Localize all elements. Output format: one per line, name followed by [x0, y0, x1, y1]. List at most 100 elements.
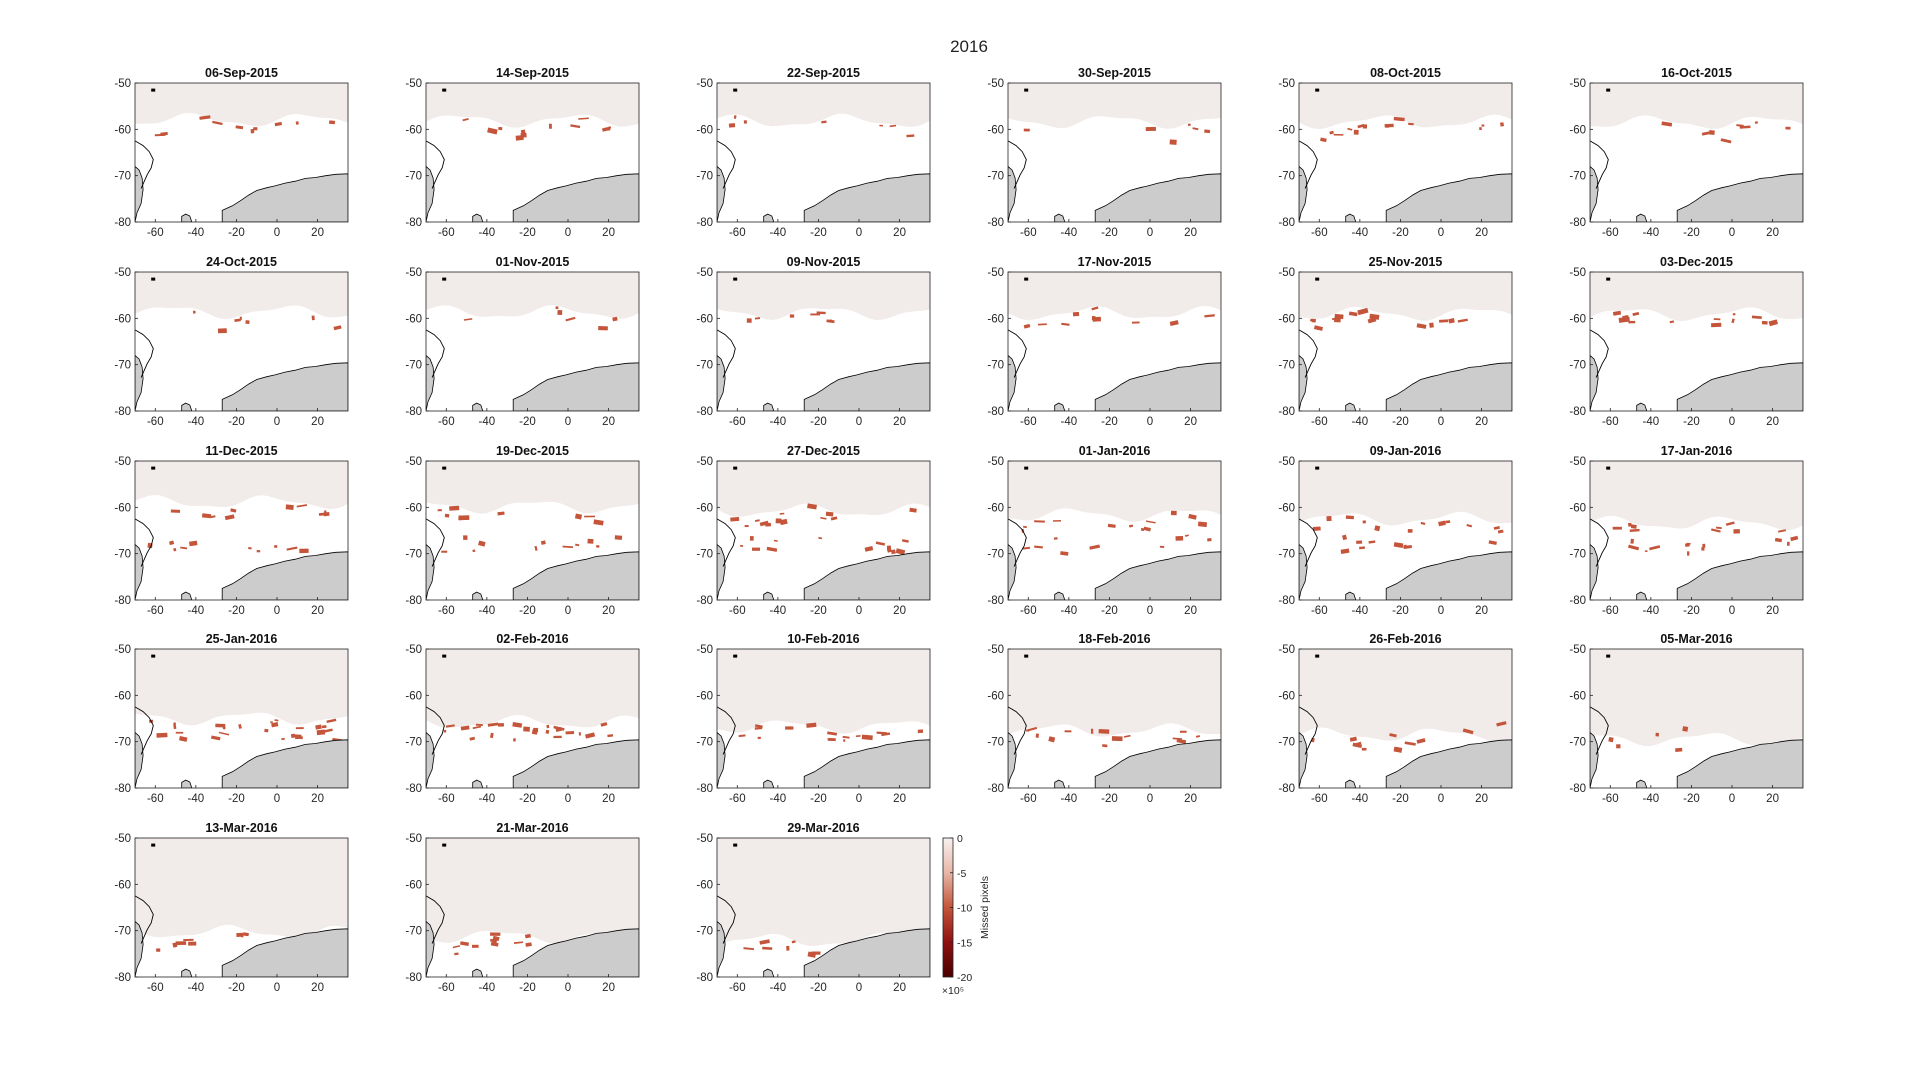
peninsula-coastline [1299, 706, 1318, 755]
missed-pixel-patch [830, 516, 838, 521]
missed-pixel-patch [890, 549, 896, 555]
missed-pixel-patch [212, 120, 223, 126]
missed-pixel-patch [598, 326, 608, 331]
x-tick-label: 20 [602, 605, 615, 617]
map-panel: -60 -40 -20 0 20 -50 -60 -70 -80 03-Dec-2015 [1569, 255, 1804, 428]
missed-pixel-patch [553, 725, 565, 731]
missed-pixel-patch [608, 126, 612, 129]
panel-title: 17-Nov-2015 [1078, 255, 1152, 269]
x-tick-label: 20 [311, 982, 324, 994]
x-tick-label: 0 [565, 227, 571, 239]
missed-pixel-patch [286, 546, 298, 551]
x-tick-label: -20 [228, 605, 245, 617]
x-tick-label: 20 [893, 416, 906, 428]
missed-pixel-patch [156, 732, 168, 738]
missed-pixel-patch [154, 133, 166, 137]
missed-pixel-patch [584, 515, 596, 518]
x-tick-label: 0 [1147, 416, 1153, 428]
x-tick-label: 20 [1766, 793, 1779, 805]
missed-pixel-patch [773, 539, 778, 542]
panel-title: 30-Sep-2015 [1078, 66, 1151, 80]
island-marker [1606, 277, 1611, 281]
panel-title: 24-Oct-2015 [206, 255, 277, 269]
x-tick-label: -40 [479, 227, 496, 239]
missed-pixel-patch [1701, 546, 1705, 551]
island-marker [1024, 466, 1029, 470]
peninsula-land [1299, 543, 1308, 600]
peninsula-coastline [426, 140, 445, 189]
x-tick-label: 0 [1438, 605, 1444, 617]
island-marker [733, 466, 738, 470]
antarctica-land [1385, 362, 1512, 411]
x-tick-label: 0 [274, 982, 280, 994]
ice-shelf-land [472, 591, 484, 600]
missed-pixel-patch [1616, 744, 1621, 749]
y-tick-label: -80 [987, 595, 1004, 607]
x-tick-label: 20 [1184, 793, 1197, 805]
missed-pixel-patch [1361, 747, 1367, 751]
missed-pixel-patch [744, 525, 749, 528]
x-tick-label: -20 [519, 605, 536, 617]
antarctica-land [803, 739, 930, 788]
x-tick-label: -20 [519, 416, 536, 428]
missed-pixel-patch [1500, 122, 1505, 127]
ice-shelf-land [1636, 213, 1648, 222]
axes-box [716, 82, 931, 223]
y-tick-label: -50 [405, 456, 422, 468]
missed-pixel-patch [864, 546, 874, 552]
map-panel: -60 -40 -20 0 20 -50 -60 -70 -80 09-Nov-2015 [696, 255, 931, 428]
y-tick-label: -80 [696, 972, 713, 984]
missed-pixel-patch [463, 535, 468, 540]
missed-pixel-patch [1034, 545, 1043, 549]
y-tick-label: -50 [1569, 267, 1586, 279]
missed-pixel-patch [1630, 538, 1634, 544]
ice-shelf-land [763, 591, 775, 600]
missed-pixel-patch [264, 728, 269, 733]
x-tick-label: 20 [893, 227, 906, 239]
x-tick-label: 20 [602, 416, 615, 428]
panel-title: 09-Jan-2016 [1370, 444, 1442, 458]
peninsula-coastline [1008, 329, 1027, 378]
missed-pixel-patch [1207, 538, 1212, 542]
missed-pixel-patch [274, 121, 283, 127]
x-tick-label: -60 [1602, 605, 1619, 617]
y-tick-label: -50 [114, 833, 131, 845]
missed-pixel-patch [215, 723, 226, 728]
missed-pixel-patch [1159, 545, 1165, 549]
y-tick-label: -50 [1569, 456, 1586, 468]
x-tick-label: -20 [1392, 227, 1409, 239]
missed-pixel-patch [821, 120, 827, 124]
x-tick-label: -60 [1602, 793, 1619, 805]
antarctica-land [221, 362, 348, 411]
missed-pixel-patch [728, 123, 736, 128]
missed-pixel-patch [1347, 127, 1353, 131]
missed-pixel-patch [1145, 126, 1156, 131]
missed-pixel-patch [1334, 317, 1341, 323]
missed-pixel-patch [603, 127, 611, 131]
missed-pixel-patch [807, 503, 817, 510]
y-tick-label: -50 [987, 456, 1004, 468]
y-tick-label: -80 [696, 217, 713, 229]
peninsula-land [426, 731, 435, 788]
missed-pixel-patch [901, 539, 909, 543]
missed-pixel-patch [1140, 528, 1145, 531]
island-marker [733, 88, 738, 92]
y-tick-label: -50 [1278, 267, 1295, 279]
peninsula-coastline [1299, 140, 1318, 189]
missed-pixel-patch [188, 941, 197, 946]
missed-pixel-patch [234, 318, 241, 322]
missed-pixel-patch [546, 724, 550, 729]
panel-title: 14-Sep-2015 [496, 66, 569, 80]
x-tick-label: 20 [1475, 605, 1488, 617]
x-tick-label: -60 [1020, 605, 1037, 617]
x-tick-label: -20 [1683, 793, 1700, 805]
missed-pixel-patch [825, 511, 834, 517]
y-tick-label: -50 [1278, 644, 1295, 656]
missed-pixel-patch [235, 125, 244, 130]
axes-box [1298, 271, 1513, 412]
x-tick-label: -40 [1061, 227, 1078, 239]
missed-pixel-patch [754, 317, 761, 320]
missed-pixel-patch [1661, 121, 1673, 127]
y-tick-label: -50 [405, 833, 422, 845]
